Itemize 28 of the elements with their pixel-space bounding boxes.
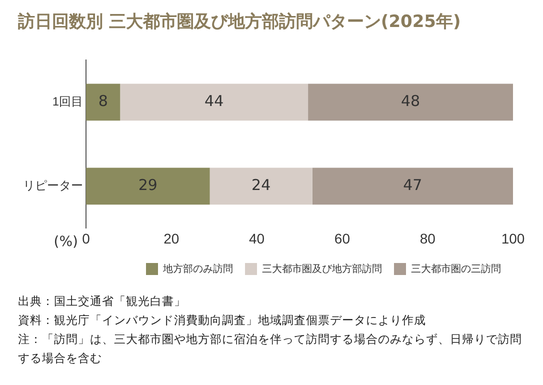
text: 注：「訪問」は、三大都市圏や地方部に宿泊を伴って訪問する場合のみならず、日帰りで訪問する場合を含む <box>18 331 523 367</box>
bar <box>210 168 312 205</box>
x-tick-label: 100 <box>501 230 525 246</box>
legend-label: 三大都市圏及び地方部訪問 <box>262 262 382 275</box>
y-tick-label: リピーター <box>23 178 83 193</box>
data-label: 8 <box>98 92 108 110</box>
y-tick-label: 1回目 <box>52 94 83 109</box>
chart-title: 訪日回数別 三大都市圏及び地方部訪問パターン(2025年) <box>18 11 461 33</box>
x-tick-label: 60 <box>334 230 350 246</box>
x-tick-label: 20 <box>164 230 180 246</box>
data-label: 29 <box>138 176 158 194</box>
text: 資料：観光庁「インバウンド消費動向調査」地域調査個票データにより作成 <box>18 312 427 329</box>
source-note: 出典：国土交通省「観光白書」 <box>18 293 187 310</box>
x-tick-label: 40 <box>249 230 265 246</box>
data-label: 47 <box>403 176 422 194</box>
x-axis-title: (%) <box>54 234 78 250</box>
bar <box>86 168 210 205</box>
bar <box>312 168 513 205</box>
data-label: 24 <box>252 176 271 194</box>
data-label: 48 <box>400 92 420 110</box>
bar <box>86 84 120 121</box>
legend-label: 三大都市圏の三訪問 <box>411 262 501 275</box>
legend-label: 地方部のみ訪問 <box>162 262 233 275</box>
bar <box>120 84 308 121</box>
x-tick-label: 0 <box>82 230 90 246</box>
x-tick-label: 80 <box>420 230 436 246</box>
data-label: 44 <box>204 92 224 110</box>
bar <box>308 84 513 121</box>
